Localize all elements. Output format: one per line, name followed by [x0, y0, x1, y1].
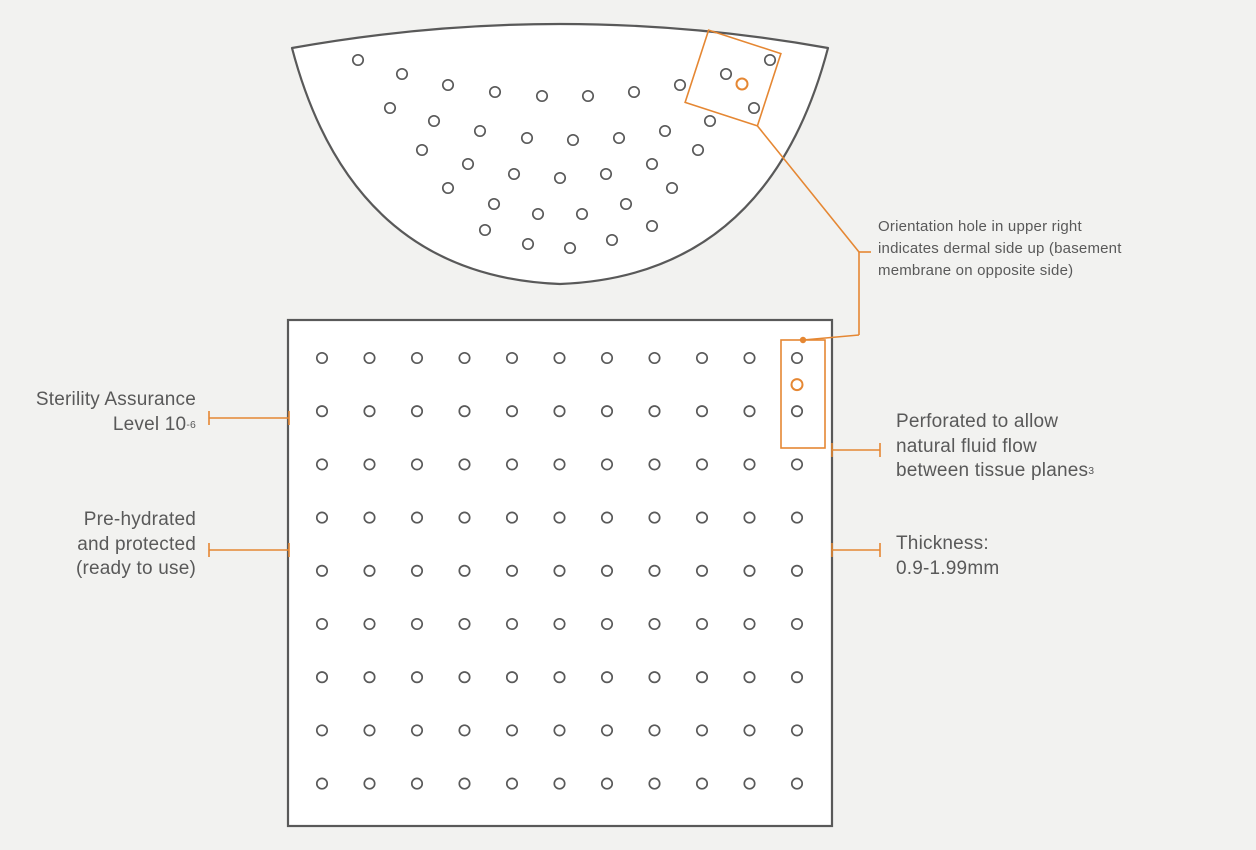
thickness-line1: Thickness: [896, 533, 989, 554]
prehydrated-line1: Pre-hydrated [84, 509, 196, 530]
annotation-prehydrated: Pre-hydrated and protected (ready to use… [6, 508, 196, 582]
orientation-line3: membrane on opposite side) [878, 262, 1073, 279]
prehydrated-line2: and protected [77, 534, 196, 555]
sterility-line1: Sterility Assurance [36, 389, 196, 410]
sterility-sup: -6 [186, 420, 196, 431]
prehydrated-line3: (ready to use) [76, 558, 196, 579]
perforated-line1: Perforated to allow [896, 411, 1058, 432]
annotation-sterility: Sterility Assurance Level 10-6 [6, 388, 196, 437]
perforated-sup: 3 [1088, 466, 1094, 477]
diagram-canvas: Sterility Assurance Level 10-6 Pre-hydra… [0, 0, 1256, 850]
annotation-thickness: Thickness: 0.9-1.99mm [896, 532, 1196, 581]
annotation-orientation: Orientation hole in upper right indicate… [878, 216, 1198, 281]
perforated-line2: natural fluid flow [896, 436, 1037, 457]
orientation-line1: Orientation hole in upper right [878, 218, 1082, 235]
annotation-perforated: Perforated to allow natural fluid flow b… [896, 410, 1216, 484]
sterility-line2: Level 10 [113, 414, 186, 435]
perforated-line3: between tissue planes [896, 460, 1088, 481]
thickness-line2: 0.9-1.99mm [896, 558, 999, 579]
orientation-line2: indicates dermal side up (basement [878, 240, 1122, 257]
